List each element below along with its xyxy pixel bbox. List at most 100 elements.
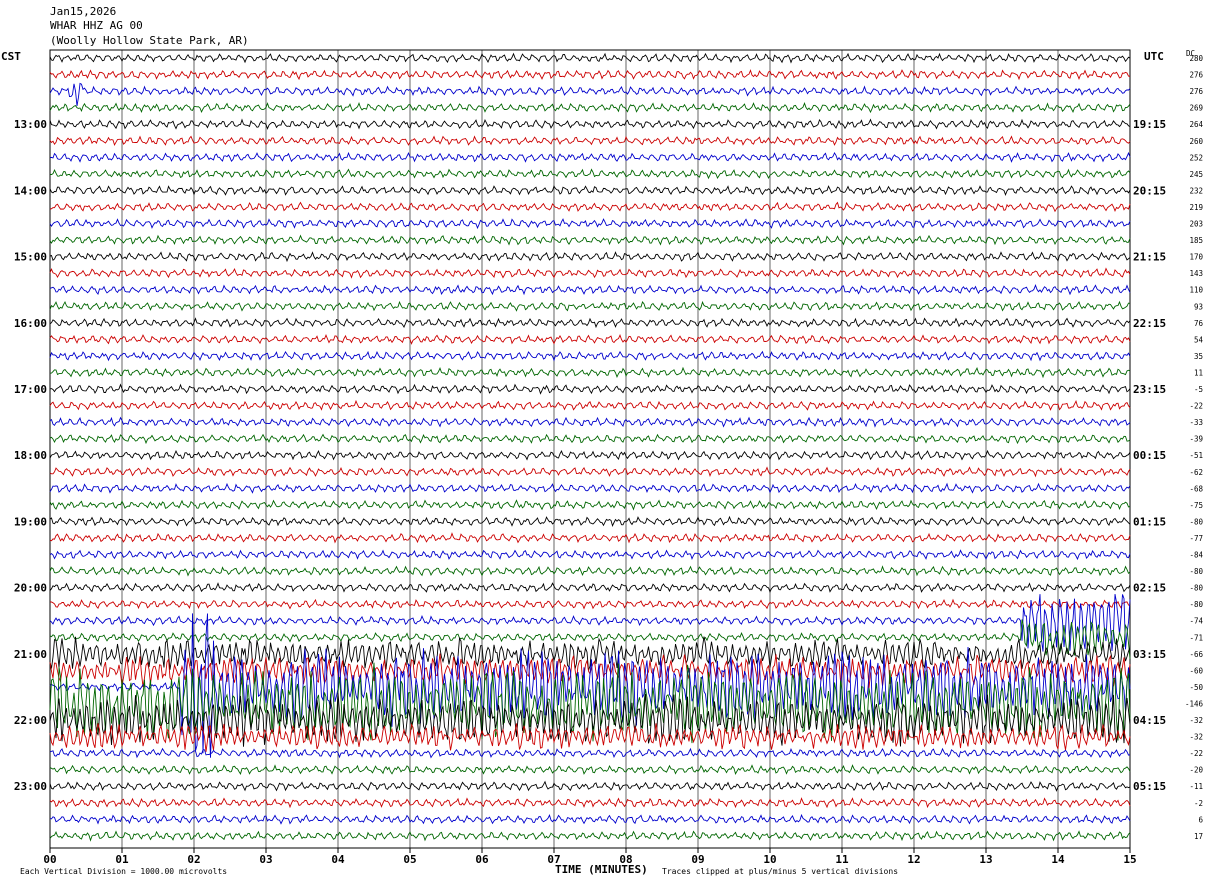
seismic-trace: [49, 797, 1131, 809]
x-tick-label: 01: [115, 853, 129, 866]
x-tick-label: 02: [187, 853, 200, 866]
left-hour-label: 20:00: [14, 582, 47, 595]
seismic-trace: [49, 613, 1131, 758]
seismic-trace: [49, 52, 1131, 64]
seismic-trace: [49, 350, 1131, 362]
seismic-trace: [49, 722, 1131, 752]
x-tick-label: 00: [43, 853, 56, 866]
seismic-trace: [49, 532, 1131, 544]
seismic-trace: [49, 466, 1131, 478]
seismic-trace: [49, 82, 1131, 106]
seismic-trace: [49, 135, 1131, 147]
seismic-trace: [49, 449, 1131, 461]
dc-offset-label: 35: [1194, 352, 1203, 361]
seismic-trace: [49, 747, 1131, 759]
dc-offset-label: 269: [1189, 104, 1203, 113]
dc-header-label: DC: [1186, 49, 1195, 58]
dc-offset-label: -84: [1189, 551, 1203, 560]
right-hour-label: 00:15: [1133, 449, 1166, 462]
seismic-traces: [49, 52, 1131, 842]
x-tick-label: 05: [403, 853, 416, 866]
right-hour-label: 19:15: [1133, 118, 1166, 131]
left-hour-label: 18:00: [14, 449, 47, 462]
seismic-trace: [49, 636, 1131, 671]
seismic-trace: [49, 151, 1131, 163]
dc-offset-label: -146: [1185, 699, 1204, 708]
dc-offset-label: 219: [1189, 203, 1203, 212]
x-axis-title: TIME (MINUTES): [555, 863, 648, 876]
dc-offset-label: -60: [1189, 666, 1203, 675]
x-tick-label: 09: [691, 853, 704, 866]
left-hour-label: 17:00: [14, 383, 47, 396]
station-location: (Woolly Hollow State Park, AR): [50, 34, 249, 47]
dc-offset-label: -39: [1189, 435, 1203, 444]
dc-offset-label: 203: [1189, 220, 1203, 229]
seismic-trace: [50, 168, 1131, 180]
seismic-trace: [49, 582, 1131, 593]
dc-offset-label: -80: [1189, 567, 1203, 576]
dc-offset-label: -22: [1189, 402, 1203, 411]
dc-offset-label: 54: [1194, 335, 1204, 344]
x-tick-label: 07: [547, 853, 560, 866]
seismic-trace: [49, 416, 1131, 428]
dc-offset-label: 170: [1189, 253, 1203, 262]
dc-offset-label: -5: [1194, 385, 1203, 394]
dc-offset-label: 185: [1189, 236, 1203, 245]
seismic-trace: [49, 433, 1131, 445]
dc-offset-label: 17: [1194, 832, 1203, 841]
x-tick-label: 04: [331, 853, 345, 866]
dc-offset-label: 6: [1198, 815, 1203, 824]
dc-offset-label: -62: [1189, 468, 1203, 477]
right-hour-label: 22:15: [1133, 317, 1166, 330]
x-tick-label: 03: [259, 853, 272, 866]
dc-offset-label: 264: [1189, 120, 1203, 129]
dc-offset-label: -74: [1189, 617, 1203, 626]
x-tick-label: 13: [979, 853, 992, 866]
dc-offset-label: -22: [1189, 749, 1203, 758]
seismic-trace: [49, 565, 1131, 577]
seismic-trace: [49, 333, 1131, 345]
seismic-trace: [49, 594, 1131, 652]
seismic-trace: [49, 399, 1131, 411]
dc-offset-label: 93: [1194, 302, 1203, 311]
dc-offset-label: -77: [1189, 534, 1203, 543]
seismic-trace: [49, 102, 1131, 114]
seismic-trace: [49, 267, 1131, 279]
seismic-trace: [49, 780, 1131, 792]
station-code: WHAR HHZ AG 00: [50, 19, 143, 32]
dc-offset-label: 276: [1189, 71, 1203, 80]
right-hour-label: 23:15: [1133, 383, 1166, 396]
right-timezone-label: UTC: [1144, 50, 1164, 63]
seismic-trace: [49, 317, 1131, 329]
vertical-scale-note: Each Vertical Division = 1000.00 microvo…: [20, 867, 228, 876]
dc-offset-label: -80: [1189, 600, 1203, 609]
left-hour-label: 23:00: [14, 780, 47, 793]
right-hour-label: 21:15: [1133, 251, 1166, 264]
left-hour-label: 14:00: [14, 184, 47, 197]
seismic-trace: [49, 693, 1131, 747]
dc-offset-label: 276: [1189, 87, 1203, 96]
helicorder-date: Jan15,2026: [50, 5, 117, 18]
right-hour-label: 04:15: [1133, 714, 1166, 727]
dc-offset-label: -80: [1189, 584, 1203, 593]
seismic-trace: [49, 201, 1131, 213]
seismic-trace: [49, 383, 1131, 395]
seismic-trace: [49, 218, 1131, 230]
dc-offset-label: 110: [1189, 286, 1203, 295]
right-hour-label: 01:15: [1133, 515, 1166, 528]
dc-offset-label: 11: [1194, 368, 1203, 377]
left-timezone-label: CST: [1, 50, 21, 63]
x-tick-label: 14: [1051, 853, 1065, 866]
seismic-trace: [49, 69, 1131, 81]
dc-offset-label: -32: [1189, 733, 1203, 742]
dc-offset-label: 232: [1189, 186, 1203, 195]
left-hour-label: 16:00: [14, 317, 47, 330]
dc-offset-label: -66: [1189, 650, 1203, 659]
dc-offset-label: 76: [1194, 319, 1204, 328]
dc-offset-label: 260: [1189, 137, 1203, 146]
seismic-trace: [49, 251, 1131, 263]
dc-offset-label: 143: [1189, 269, 1203, 278]
dc-offset-label: -50: [1189, 683, 1203, 692]
left-hour-label: 19:00: [14, 515, 47, 528]
